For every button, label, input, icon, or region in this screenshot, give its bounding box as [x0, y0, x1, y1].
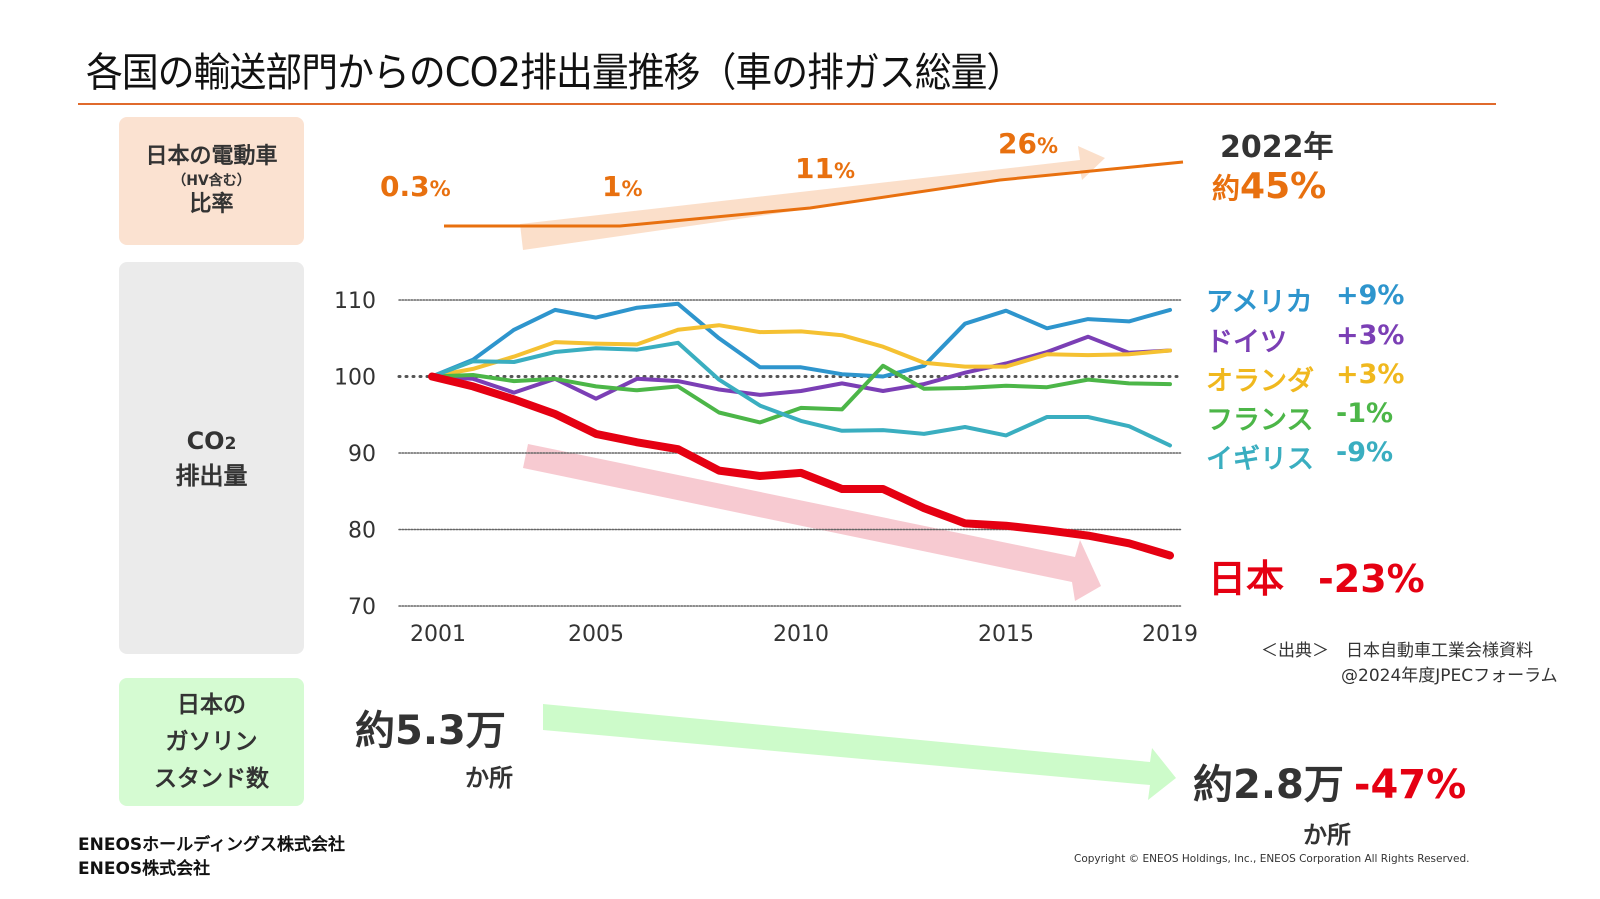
ev-share-line: [444, 160, 1184, 228]
gas-panel-line2: ガソリン: [165, 728, 258, 755]
co2-panel-line1: CO2: [186, 426, 237, 455]
y-tick-label: 70: [348, 595, 376, 620]
co2-trend-arrow: [523, 444, 1101, 601]
ev-panel-line1: 日本の電動車: [145, 144, 278, 169]
series-line-0: [430, 301, 1172, 379]
gas-panel-line1: 日本の: [177, 691, 246, 718]
ev-share-panel: 日本の電動車 （HV含む） 比率: [119, 117, 304, 245]
series-line-2: [430, 323, 1172, 379]
series-line-4: [430, 340, 1172, 448]
co2-panel-line2: 排出量: [175, 461, 248, 490]
legend-uk: イギリス -9%: [1206, 437, 1394, 475]
page-title: 各国の輸送部門からのCO2排出量推移（車の排ガス総量）: [86, 50, 1023, 96]
title-underline: [78, 103, 1496, 105]
gas-panel-line3: スタンド数: [154, 765, 269, 792]
gas-end-value: 約2.8万 -47%: [1193, 762, 1467, 808]
copyright: Copyright © ENEOS Holdings, Inc., ENEOS …: [1074, 853, 1470, 865]
series-line-3: [430, 363, 1172, 425]
company-logo-eneos: ENEOS株式会社: [78, 859, 211, 879]
gas-start-value: 約5.3万: [355, 708, 506, 754]
y-tick-label: 90: [348, 442, 376, 467]
gas-station-panel: 日本の ガソリン スタンド数: [119, 678, 304, 806]
x-tick-label: 2005: [568, 622, 624, 647]
co2-panel: CO2 排出量: [119, 262, 304, 654]
legend-france: フランス -1%: [1206, 398, 1394, 436]
legend-usa: アメリカ +9%: [1206, 280, 1405, 318]
ev-share-label-3: 26%: [998, 127, 1059, 160]
gas-start-unit: か所: [465, 764, 513, 792]
co2-line-chart: 70 80 90 100 110 2001 2005 2010 2015 2019: [334, 289, 1198, 647]
y-tick-label: 100: [334, 366, 376, 391]
source-line1: ＜出典＞ 日本自動車工業会様資料: [1261, 641, 1533, 661]
ev-final-year: 2022年: [1220, 130, 1334, 165]
ev-share-label-0: 0.3%: [380, 170, 451, 203]
legend-germany: ドイツ +3%: [1206, 320, 1405, 358]
ev-share-label-2: 11%: [795, 152, 856, 185]
ev-final-value: 約45%: [1212, 166, 1327, 207]
gas-trend-arrow: [543, 704, 1176, 800]
source-line2: @2024年度JPECフォーラム: [1341, 666, 1558, 686]
series-line-5: [428, 372, 1174, 560]
gas-change: -47%: [1353, 762, 1467, 808]
ev-panel-line2: （HV含む）: [172, 173, 251, 189]
y-tick-label: 110: [334, 289, 376, 314]
y-tick-label: 80: [348, 519, 376, 544]
x-tick-label: 2001: [410, 622, 466, 647]
gas-end-unit: か所: [1303, 821, 1351, 849]
x-tick-label: 2019: [1142, 622, 1198, 647]
ev-share-label-1: 1%: [602, 170, 643, 203]
legend-japan: 日本 -23%: [1208, 557, 1425, 601]
legend-netherlands: オランダ +3%: [1206, 359, 1405, 397]
ev-panel-line3: 比率: [189, 192, 234, 217]
x-tick-label: 2015: [978, 622, 1034, 647]
x-tick-label: 2010: [773, 622, 829, 647]
company-logo-holdings: ENEOSホールディングス株式会社: [78, 835, 345, 855]
ev-trend-arrow: [520, 146, 1105, 250]
